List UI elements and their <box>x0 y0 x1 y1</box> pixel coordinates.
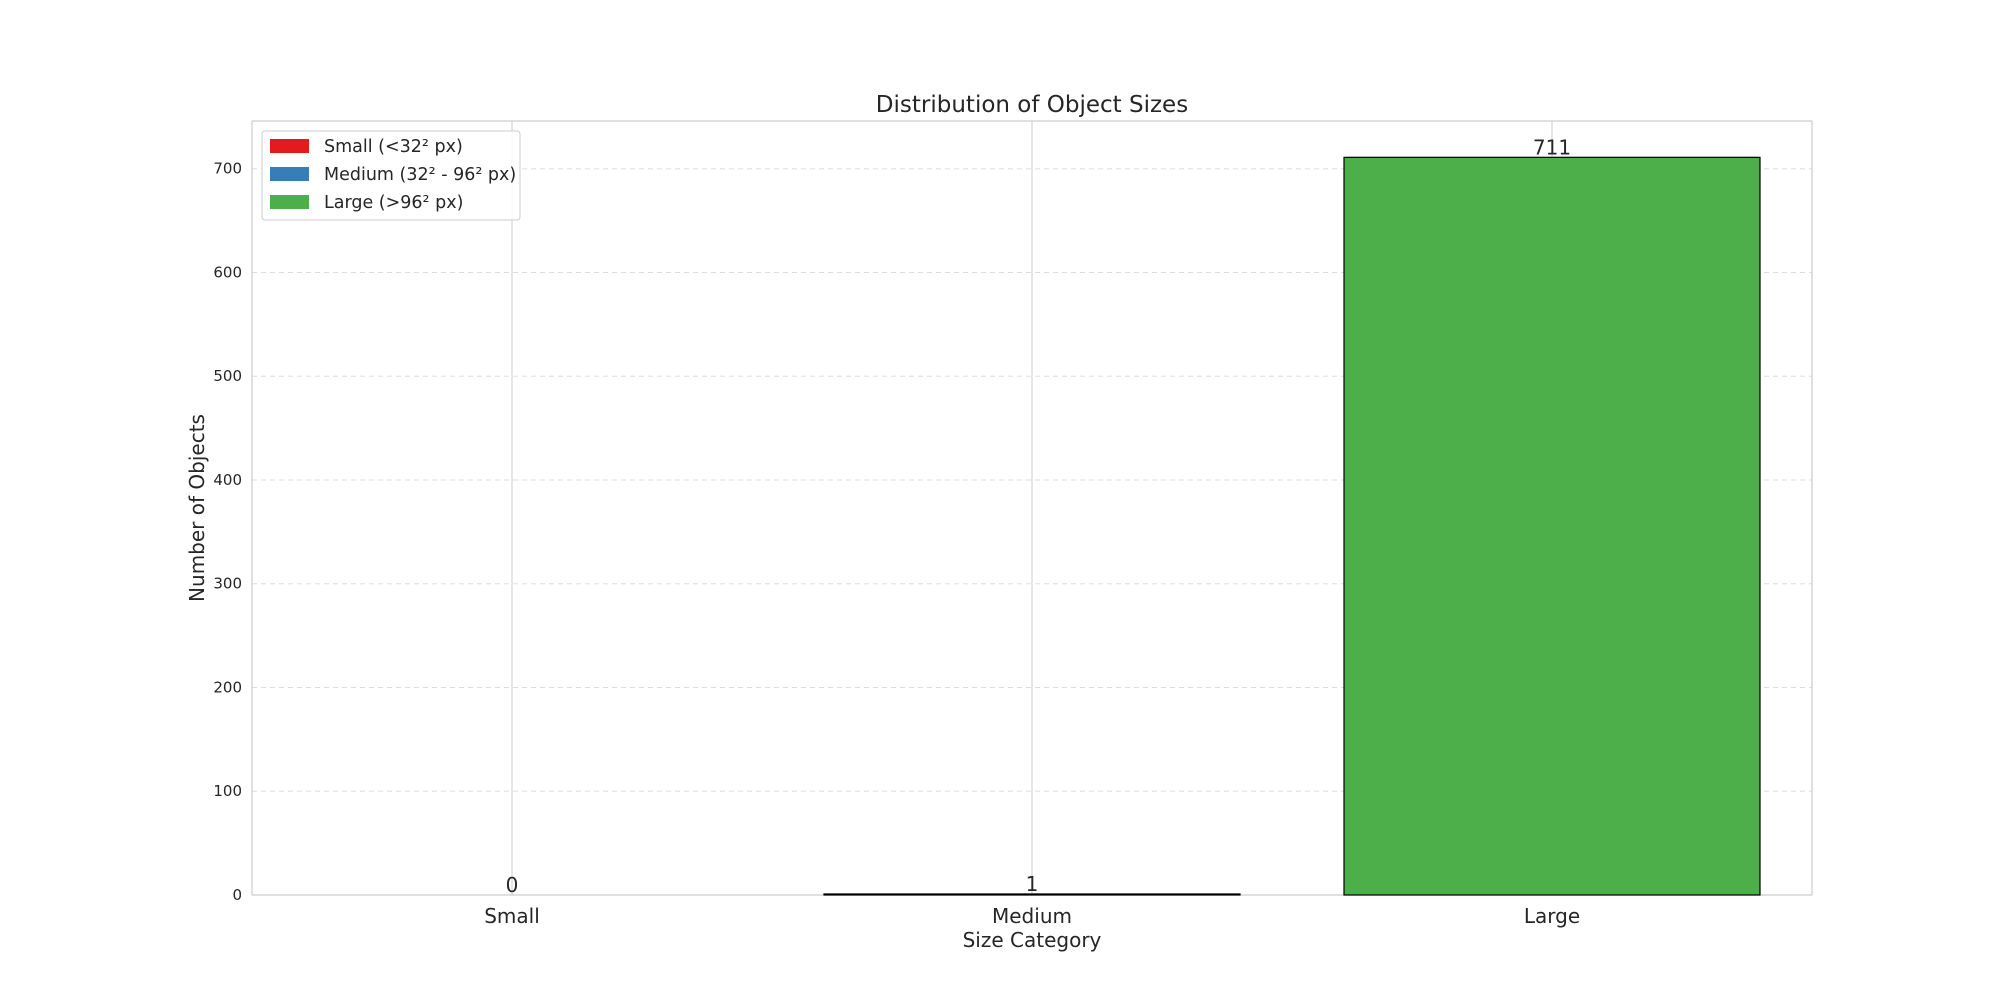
x-tick-label: Large <box>1524 904 1580 928</box>
bar-medium <box>823 893 1241 896</box>
y-tick-label: 600 <box>213 263 242 281</box>
legend-frame <box>261 130 521 221</box>
legend-swatch-medium <box>270 167 309 181</box>
y-tick-label: 400 <box>213 471 242 489</box>
legend-swatch-large <box>270 195 309 209</box>
legend: Small (<32² px) Medium (32² - 96² px) La… <box>261 130 521 221</box>
y-tick-label: 0 <box>232 886 242 904</box>
y-tick-label: 700 <box>213 160 242 178</box>
x-axis-label: Size Category <box>963 928 1102 952</box>
legend-label-small: Small (<32² px) <box>324 137 463 157</box>
y-tick-labels: 0 100 200 300 400 500 600 700 <box>213 160 242 904</box>
x-tick-label: Medium <box>992 904 1072 928</box>
bar-layer <box>823 156 1761 896</box>
y-axis-label: Number of Objects <box>185 414 209 602</box>
data-labels: 0 1 711 <box>506 135 1571 897</box>
legend-swatch-small <box>270 139 309 153</box>
y-tick-label: 200 <box>213 678 242 696</box>
bar-large <box>1343 156 1761 896</box>
chart-title: Distribution of Object Sizes <box>876 92 1188 118</box>
y-tick-label: 100 <box>213 782 242 800</box>
y-tick-label: 300 <box>213 575 242 593</box>
data-label: 0 <box>506 873 519 897</box>
x-tick-labels: Small Medium Large <box>484 904 1580 928</box>
x-tick-label: Small <box>484 904 540 928</box>
legend-label-medium: Medium (32² - 96² px) <box>324 165 516 185</box>
data-label: 1 <box>1026 872 1039 896</box>
y-tick-label: 500 <box>213 367 242 385</box>
data-label: 711 <box>1533 135 1571 159</box>
legend-label-large: Large (>96² px) <box>324 193 463 213</box>
